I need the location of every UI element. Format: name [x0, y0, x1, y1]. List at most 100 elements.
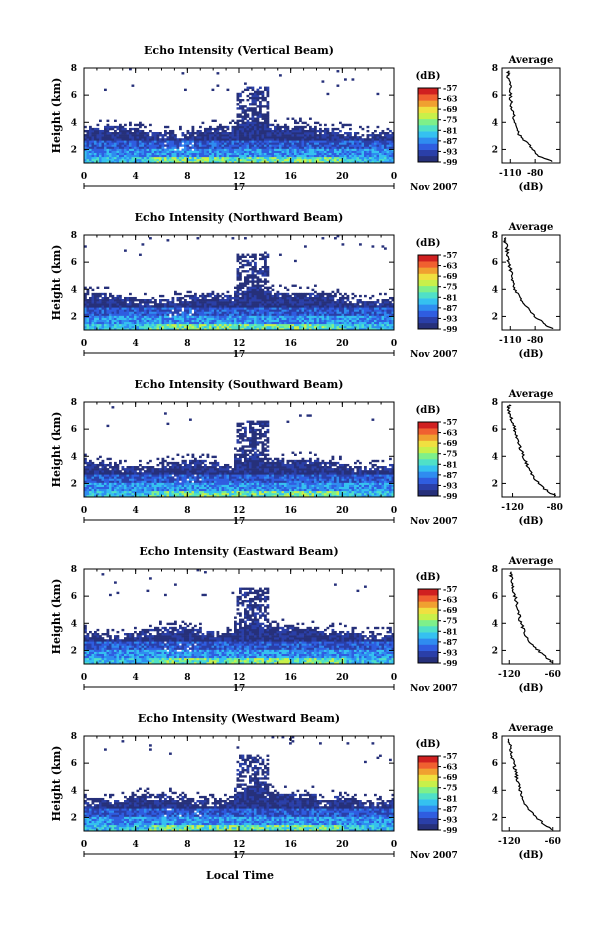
heatmap-cell — [244, 292, 247, 296]
heatmap-cell — [354, 138, 357, 141]
heatmap-cell — [159, 142, 162, 145]
heatmap-cell — [339, 299, 342, 302]
heatmap-cell — [354, 303, 357, 306]
heatmap-cell — [256, 282, 260, 285]
heatmap-cell — [234, 127, 237, 131]
heatmap-cell — [319, 292, 322, 296]
heatmap-cell — [211, 158, 215, 162]
heatmap-cell — [246, 146, 250, 149]
heatmap-cell — [204, 327, 207, 331]
heatmap-cell — [371, 321, 375, 325]
heatmap-cell — [169, 134, 172, 137]
heatmap-cell — [196, 325, 200, 329]
heatmap-cell — [234, 321, 237, 325]
heatmap-cell — [299, 134, 302, 137]
heatmap-cell — [101, 158, 105, 162]
heatmap-cell — [166, 144, 170, 147]
heatmap-cell — [346, 154, 350, 158]
heatmap-cell — [261, 296, 265, 300]
heatmap-cell — [281, 319, 285, 323]
heatmap-cell — [219, 134, 222, 137]
heatmap-cell — [91, 144, 95, 147]
heatmap-cell — [91, 136, 95, 139]
heatmap-cell — [299, 119, 302, 122]
heatmap-cell — [154, 311, 157, 314]
heatmap-cell — [246, 109, 250, 112]
heatmap-cell — [384, 321, 387, 325]
heatmap-cell — [211, 127, 215, 131]
heatmap-cell — [284, 144, 287, 147]
heatmap-cell — [231, 142, 235, 145]
heatmap-cell — [199, 134, 202, 137]
heatmap-cell — [219, 303, 222, 306]
heatmap-cell — [121, 150, 125, 153]
heatmap-cell — [154, 309, 157, 312]
heatmap-cell — [136, 317, 140, 320]
heatmap-cell — [101, 160, 105, 164]
heatmap-cell — [169, 144, 172, 147]
heatmap-cell — [151, 313, 155, 316]
heatmap-cell — [141, 150, 145, 153]
heatmap-cell — [324, 309, 327, 312]
heatmap-cell — [241, 142, 245, 145]
heatmap-cell — [339, 313, 342, 316]
heatmap-cell — [266, 301, 270, 304]
heatmap-cell — [249, 294, 252, 298]
heatmap-cell — [289, 323, 292, 327]
heatmap-cell — [354, 294, 357, 298]
heatmap-cell — [204, 313, 207, 316]
heatmap-cell — [274, 156, 277, 160]
heatmap-cell — [169, 138, 172, 141]
heatmap-cell — [204, 144, 207, 147]
heatmap-cell — [111, 138, 115, 141]
heatmap-cell — [131, 140, 135, 143]
heatmap-cell — [206, 140, 210, 143]
heatmap-cell — [219, 127, 222, 131]
heatmap-cell — [144, 321, 147, 325]
heatmap-cell — [236, 288, 240, 292]
heatmap-cell — [351, 327, 355, 331]
heatmap-cell — [271, 305, 275, 308]
average-title: Average — [508, 222, 554, 233]
heatmap-cell — [351, 311, 355, 314]
heatmap-cell — [204, 315, 207, 318]
heatmap-cell — [139, 303, 142, 306]
heatmap-cell — [344, 309, 347, 312]
heatmap-cell — [239, 127, 242, 131]
heatmap-cell — [366, 154, 370, 158]
heatmap-cell — [136, 160, 140, 164]
heatmap-cell — [141, 148, 145, 151]
heatmap-cell — [239, 265, 242, 269]
heatmap-cell — [391, 132, 395, 135]
heatmap-cell — [134, 123, 137, 127]
heatmap-cell — [84, 317, 87, 320]
heatmap-cell — [94, 136, 97, 139]
heatmap-cell — [204, 303, 207, 306]
heatmap-cell — [316, 152, 320, 156]
heatmap-cell — [304, 136, 307, 139]
heatmap-cell — [214, 134, 217, 137]
heatmap-cell — [371, 311, 375, 314]
heatmap-cell — [384, 319, 387, 323]
heatmap-cell — [359, 325, 362, 329]
heatmap-cell — [94, 301, 97, 304]
heatmap-cell — [314, 296, 317, 300]
heatmap-cell — [369, 160, 372, 164]
heatmap-cell — [99, 455, 102, 459]
heatmap-cell — [356, 152, 360, 156]
heatmap-cell — [166, 327, 170, 331]
heatmap-cell — [181, 134, 185, 137]
heatmap-cell — [124, 140, 127, 143]
heatmap-cell — [251, 301, 255, 304]
average-y-tick-label: 4 — [492, 285, 498, 295]
heatmap-cell — [264, 317, 267, 320]
heatmap-cell — [106, 307, 110, 310]
heatmap-cell — [201, 142, 205, 145]
heatmap-cell — [339, 317, 342, 320]
heatmap-cell — [354, 140, 357, 143]
heatmap-cell — [364, 309, 367, 312]
heatmap-cell — [114, 119, 117, 122]
heatmap-cell — [334, 148, 337, 151]
heatmap-cell — [196, 134, 200, 137]
heatmap-cell — [234, 311, 237, 314]
